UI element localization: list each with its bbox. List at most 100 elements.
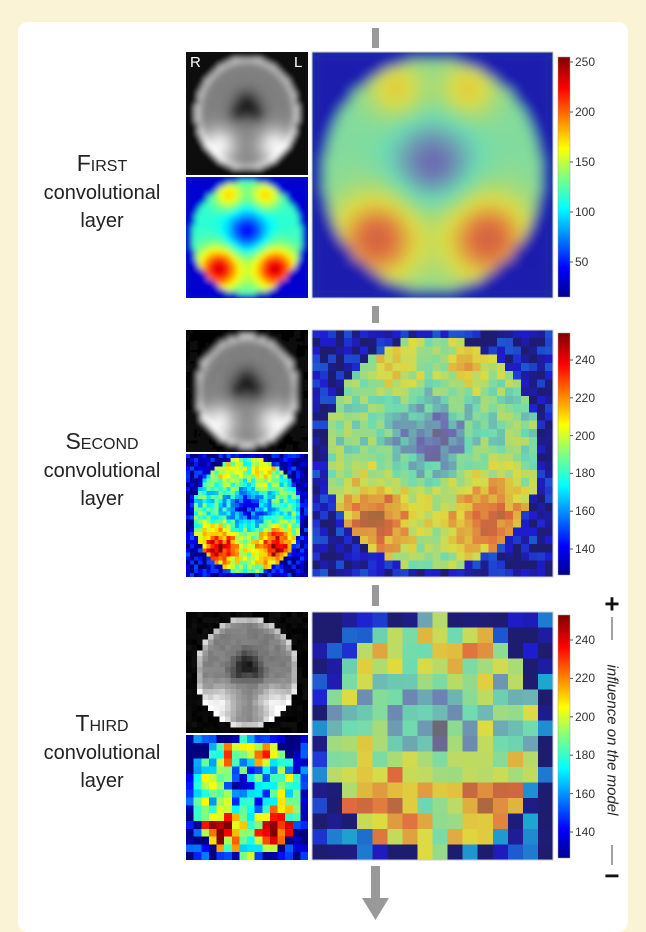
pixel — [396, 60, 401, 65]
pixel — [332, 68, 337, 73]
pixel — [372, 159, 377, 164]
pixel — [408, 126, 413, 131]
pixel — [441, 171, 446, 176]
pixel — [525, 81, 530, 86]
pixel — [408, 68, 413, 73]
pixel — [348, 122, 353, 127]
pixel — [312, 167, 317, 172]
pixel — [433, 122, 438, 127]
pixel — [360, 126, 365, 131]
pixel — [541, 118, 546, 123]
pixel — [340, 171, 345, 176]
pixel — [545, 93, 550, 98]
pixel — [352, 64, 357, 69]
pixel — [545, 68, 550, 73]
pixel — [396, 138, 401, 143]
pixel — [368, 81, 373, 86]
pixel — [505, 97, 510, 102]
pixel — [312, 97, 317, 102]
pixel — [428, 159, 433, 164]
pixel — [533, 81, 538, 86]
pixel — [489, 73, 494, 78]
pixel — [449, 97, 454, 102]
pixel — [505, 93, 510, 98]
pixel — [324, 56, 329, 61]
pixel — [461, 130, 466, 135]
pixel — [360, 105, 365, 110]
pixel — [416, 68, 421, 73]
pixel — [545, 114, 550, 119]
pixel — [513, 89, 518, 94]
pixel — [352, 56, 357, 61]
pixel — [368, 109, 373, 114]
pixel — [380, 167, 385, 172]
pixel — [537, 64, 542, 69]
pixel — [441, 89, 446, 94]
pixel — [481, 146, 486, 151]
pixel — [368, 150, 373, 155]
pixel — [368, 89, 373, 94]
pixel — [501, 159, 506, 164]
pixel — [316, 134, 321, 139]
pixel — [376, 163, 381, 168]
pixel — [509, 77, 514, 82]
pixel — [509, 142, 514, 147]
pixel — [477, 60, 482, 65]
pixel — [433, 134, 438, 139]
pixel — [545, 60, 550, 65]
pixel — [392, 171, 397, 176]
pixel — [380, 109, 385, 114]
pixel — [493, 101, 498, 106]
pixel — [320, 89, 325, 94]
pixel — [513, 114, 518, 119]
pixel — [497, 130, 502, 135]
pixel — [453, 56, 458, 61]
pixel — [320, 77, 325, 82]
pixel — [513, 146, 518, 151]
pixel — [340, 134, 345, 139]
pixel — [384, 64, 389, 69]
pixel — [509, 134, 514, 139]
pixel — [469, 122, 474, 127]
pixel — [384, 171, 389, 176]
pixel — [352, 146, 357, 151]
pixel — [485, 134, 490, 139]
pixel — [316, 64, 321, 69]
pixel — [352, 109, 357, 114]
pixel — [392, 150, 397, 155]
pixel — [368, 97, 373, 102]
pixel — [348, 142, 353, 147]
pixel — [509, 130, 514, 135]
pixel — [312, 93, 317, 98]
pixel — [489, 105, 494, 110]
pixel — [324, 163, 329, 168]
pixel — [433, 97, 438, 102]
image-grid — [186, 52, 309, 176]
pixel — [320, 122, 325, 127]
pixel — [477, 122, 482, 127]
pixel — [525, 93, 530, 98]
pixel — [449, 73, 454, 78]
pixel — [545, 105, 550, 110]
pixel — [457, 146, 462, 151]
pixel — [412, 85, 417, 90]
pixel — [477, 146, 482, 151]
pixel — [457, 77, 462, 82]
pixel — [356, 118, 361, 123]
pixel — [497, 155, 502, 160]
pixel — [453, 109, 458, 114]
pixel — [477, 97, 482, 102]
pixel — [509, 114, 514, 119]
pixel — [424, 85, 429, 90]
pixel — [312, 56, 317, 61]
pixel — [328, 89, 333, 94]
pixel — [344, 171, 349, 176]
pixel — [388, 85, 393, 90]
pixel — [368, 105, 373, 110]
pixel — [533, 122, 538, 127]
pixel — [364, 73, 369, 78]
pixel — [340, 64, 345, 69]
pixel — [360, 171, 365, 176]
pixel — [316, 146, 321, 151]
pixel — [445, 105, 450, 110]
